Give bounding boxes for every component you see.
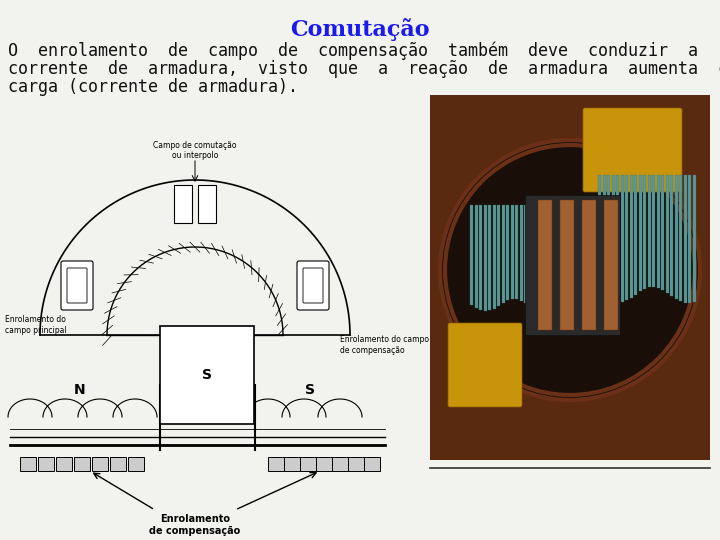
Bar — [625, 175, 628, 300]
FancyBboxPatch shape — [303, 268, 323, 303]
Bar — [634, 175, 637, 294]
FancyBboxPatch shape — [61, 261, 93, 310]
Bar — [693, 175, 696, 302]
Text: S: S — [202, 368, 212, 382]
Bar — [528, 205, 531, 306]
Bar — [479, 205, 482, 310]
Bar — [538, 200, 552, 330]
Bar — [284, 457, 300, 471]
Bar — [616, 175, 619, 303]
Bar — [128, 457, 144, 471]
Bar — [198, 185, 216, 223]
Bar — [515, 205, 518, 299]
Bar — [621, 175, 624, 302]
Bar — [364, 457, 380, 471]
Bar — [582, 200, 596, 330]
Bar — [506, 205, 509, 300]
Bar — [643, 175, 647, 289]
Bar — [510, 205, 513, 299]
Text: corrente  de  armadura,  visto  que  a  reação  de  armadura  aumenta  com  a: corrente de armadura, visto que a reação… — [8, 60, 720, 78]
Bar — [524, 205, 527, 303]
Bar — [688, 175, 691, 303]
Bar — [683, 175, 687, 303]
Bar — [629, 175, 633, 298]
Bar — [74, 457, 90, 471]
Bar — [316, 457, 332, 471]
Bar — [92, 457, 108, 471]
Bar — [300, 457, 316, 471]
FancyBboxPatch shape — [67, 268, 87, 303]
Bar — [607, 175, 611, 301]
Text: S: S — [305, 383, 315, 397]
Bar — [604, 200, 618, 330]
Bar — [603, 175, 606, 298]
Bar — [470, 205, 473, 305]
Circle shape — [440, 140, 700, 400]
Text: Enrolamento do
campo principal: Enrolamento do campo principal — [5, 315, 67, 335]
Bar — [488, 205, 491, 310]
Text: Comutação: Comutação — [290, 18, 430, 41]
Bar — [484, 205, 487, 311]
Bar — [268, 457, 284, 471]
Text: Armadura: Armadura — [214, 350, 256, 360]
Bar — [174, 185, 192, 223]
Text: Enrolamento
de compensação: Enrolamento de compensação — [149, 514, 240, 536]
Bar — [661, 175, 665, 290]
Bar — [647, 175, 651, 287]
Bar — [502, 205, 505, 303]
Bar — [598, 175, 601, 295]
Bar — [348, 457, 364, 471]
Bar — [611, 175, 615, 302]
Text: carga (corrente de armadura).: carga (corrente de armadura). — [8, 78, 298, 96]
Bar — [657, 175, 660, 288]
Bar — [492, 205, 495, 308]
Bar — [56, 457, 72, 471]
FancyBboxPatch shape — [583, 108, 682, 192]
Bar — [652, 175, 655, 287]
Bar — [497, 205, 500, 306]
Bar — [110, 457, 126, 471]
Bar — [639, 175, 642, 292]
Text: O  enrolamento  de  campo  de  compensação  também  deve  conduzir  a: O enrolamento de campo de compensação ta… — [8, 42, 698, 60]
Bar — [38, 457, 54, 471]
Text: N: N — [74, 383, 86, 397]
Bar — [474, 205, 477, 308]
Bar — [520, 205, 523, 301]
Text: Campo de comutação: Campo de comutação — [153, 141, 237, 150]
Bar — [332, 457, 348, 471]
Bar — [675, 175, 678, 299]
Bar — [670, 175, 673, 296]
Bar — [20, 457, 36, 471]
Bar — [679, 175, 683, 301]
Bar — [525, 195, 620, 335]
Bar — [560, 200, 574, 330]
FancyBboxPatch shape — [448, 323, 522, 407]
Text: ou interpolo: ou interpolo — [172, 151, 218, 160]
FancyBboxPatch shape — [297, 261, 329, 310]
Bar — [665, 175, 669, 293]
Text: Enrolamento do campo
de compensação: Enrolamento do campo de compensação — [340, 335, 429, 355]
